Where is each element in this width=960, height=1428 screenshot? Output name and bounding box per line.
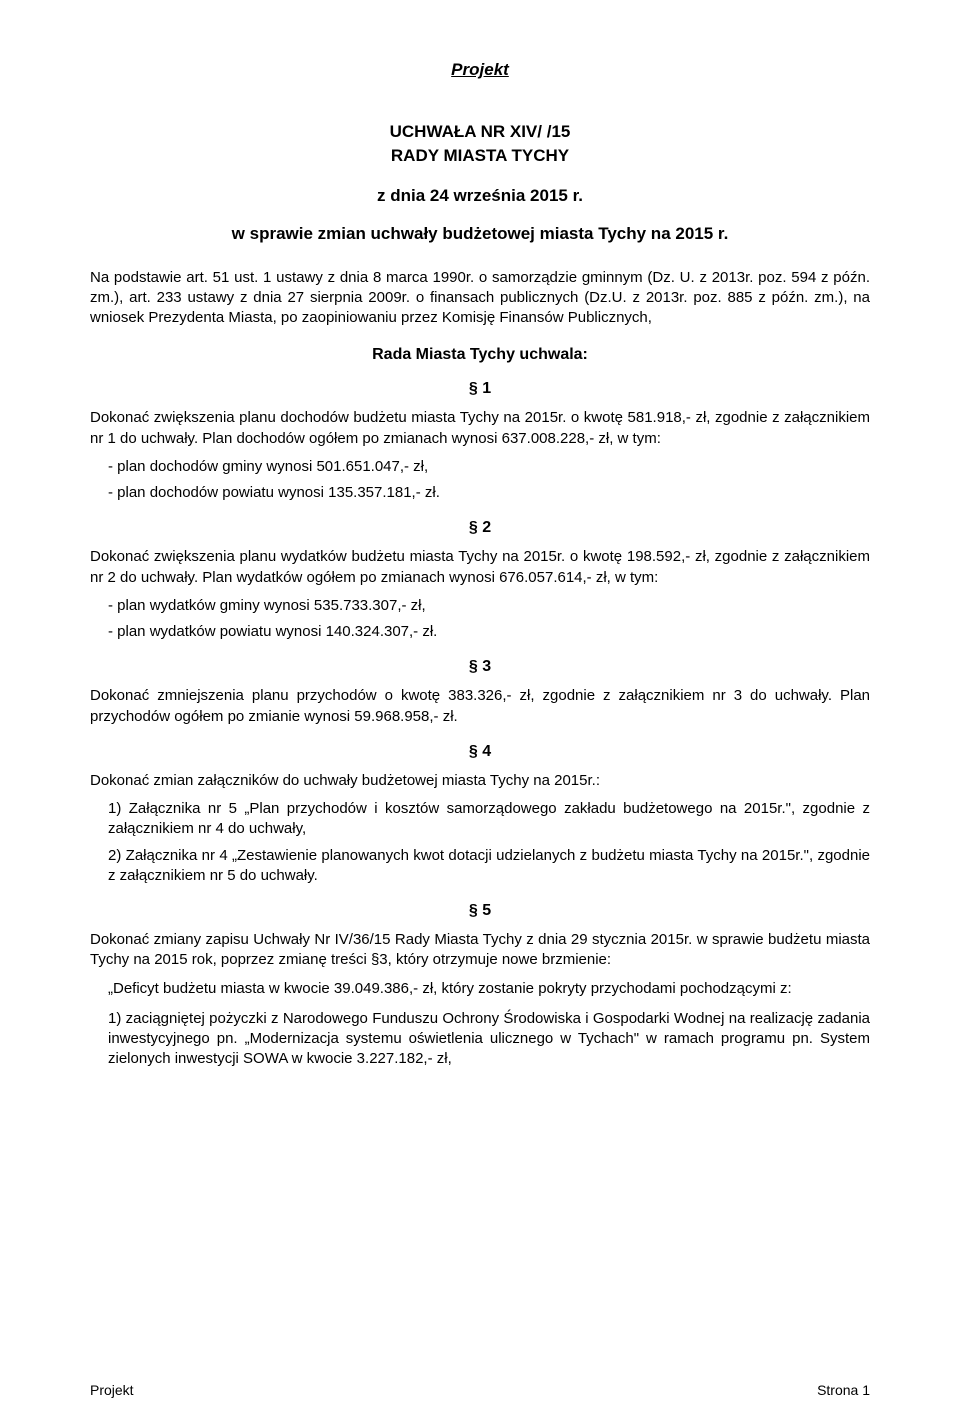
section-1-item-1: - plan dochodów gminy wynosi 501.651.047… [108,457,870,477]
legal-basis: Na podstawie art. 51 ust. 1 ustawy z dni… [90,268,870,329]
section-2-item-1: - plan wydatków gminy wynosi 535.733.307… [108,596,870,616]
section-2-paragraph: Dokonać zwiększenia planu wydatków budże… [90,547,870,588]
section-5-quote-1: „Deficyt budżetu miasta w kwocie 39.049.… [108,979,870,999]
section-5-quote-2: 1) zaciągniętej pożyczki z Narodowego Fu… [108,1009,870,1070]
section-3-paragraph: Dokonać zmniejszenia planu przychodów o … [90,686,870,727]
section-1-item-2: - plan dochodów powiatu wynosi 135.357.1… [108,483,870,503]
section-5-number: § 5 [90,902,870,920]
document-subject: w sprawie zmian uchwały budżetowej miast… [90,224,870,244]
document-date: z dnia 24 września 2015 r. [90,186,870,206]
document-title: UCHWAŁA NR XIV/ /15 RADY MIASTA TYCHY [90,120,870,168]
header-project-label: Projekt [90,60,870,80]
section-4-numbered-1: 1) Załącznika nr 5 „Plan przychodów i ko… [108,799,870,840]
section-2-item-2: - plan wydatków powiatu wynosi 140.324.3… [108,622,870,642]
section-4-paragraph: Dokonać zmian załączników do uchwały bud… [90,771,870,791]
footer-left: Projekt [90,1382,134,1398]
section-2-number: § 2 [90,519,870,537]
document-page: Projekt UCHWAŁA NR XIV/ /15 RADY MIASTA … [0,0,960,1428]
footer-right: Strona 1 [817,1382,870,1398]
title-line-1: UCHWAŁA NR XIV/ /15 [390,122,571,141]
section-1-number: § 1 [90,380,870,398]
title-line-2: RADY MIASTA TYCHY [391,146,569,165]
council-resolves: Rada Miasta Tychy uchwala: [90,346,870,364]
section-1-paragraph: Dokonać zwiększenia planu dochodów budże… [90,408,870,449]
section-4-numbered-2: 2) Załącznika nr 4 „Zestawienie planowan… [108,846,870,887]
section-4-number: § 4 [90,743,870,761]
section-5-paragraph: Dokonać zmiany zapisu Uchwały Nr IV/36/1… [90,930,870,971]
section-3-number: § 3 [90,658,870,676]
page-footer: Projekt Strona 1 [90,1382,870,1398]
